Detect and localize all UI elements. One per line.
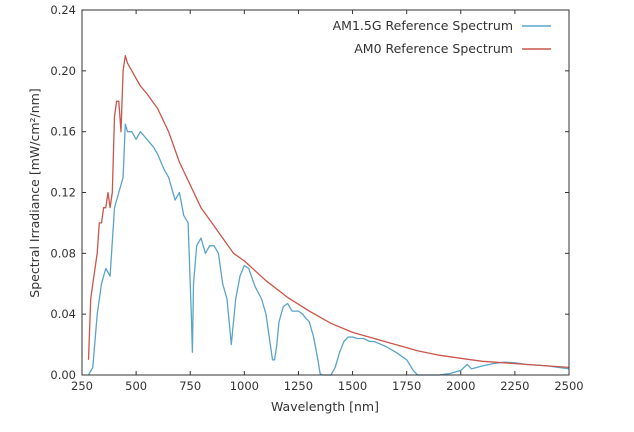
x-tick-label: 1750 xyxy=(392,379,421,393)
legend-entry-am0-label: AM0 Reference Spectrum xyxy=(354,41,513,56)
x-tick-label: 250 xyxy=(71,379,93,393)
x-tick-label: 1000 xyxy=(230,379,259,393)
y-tick-label: 0.00 xyxy=(50,368,76,382)
y-axis-label: Spectral Irradiance [mW/cm²/nm] xyxy=(27,88,42,297)
x-tick-label: 750 xyxy=(179,379,201,393)
plot-background xyxy=(82,10,569,375)
series-line-1 xyxy=(87,54,570,369)
x-axis-label: Wavelength [nm] xyxy=(271,399,379,414)
x-tick-label: 500 xyxy=(125,379,147,393)
y-tick-label: 0.20 xyxy=(50,64,76,78)
x-tick-label: 2500 xyxy=(554,379,583,393)
y-tick-label: 0.24 xyxy=(50,3,76,17)
x-tick-label: 2000 xyxy=(446,379,475,393)
y-tick-label: 0.08 xyxy=(50,246,76,260)
legend: AM1.5G Reference Spectrum AM0 Reference … xyxy=(333,18,551,56)
y-tick-label: 0.16 xyxy=(50,125,76,139)
x-tick-label: 2250 xyxy=(500,379,529,393)
legend-entry-am15g-label: AM1.5G Reference Spectrum xyxy=(333,18,513,33)
x-tick-label: 1250 xyxy=(284,379,313,393)
x-axis-ticks: 250 500 750 1000 1250 1500 1750 2000 2250 2500 xyxy=(71,10,584,393)
y-axis-ticks: 0.00 0.04 0.08 0.12 0.16 0.20 0.24 xyxy=(50,3,569,382)
y-tick-label: 0.04 xyxy=(50,307,76,321)
x-tick-label: 1500 xyxy=(338,379,367,393)
y-tick-label: 0.12 xyxy=(50,186,76,200)
